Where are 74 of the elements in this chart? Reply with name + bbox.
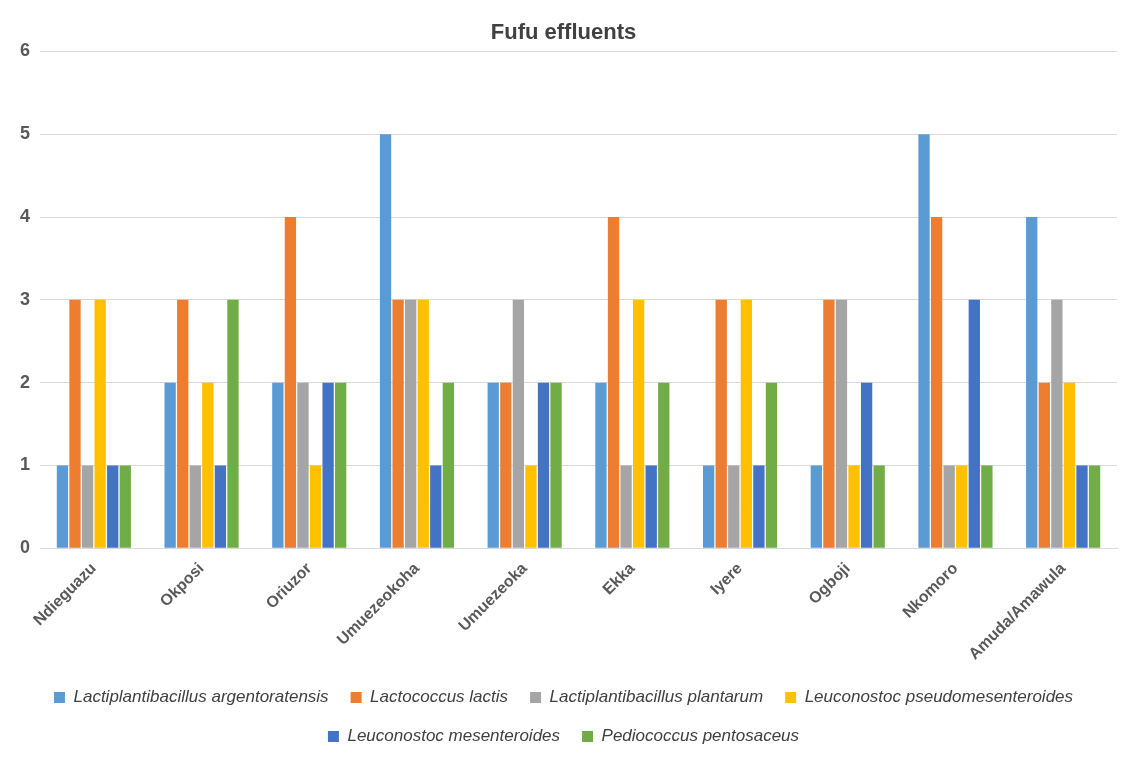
bar: [873, 465, 885, 548]
bar: [943, 465, 955, 548]
bar: [620, 465, 632, 548]
legend-label: Pediococcus pentosaceus: [601, 726, 800, 746]
legend-label: Lactococcus lactis: [370, 687, 509, 707]
bar: [227, 299, 239, 548]
bar: [537, 382, 550, 548]
bar: [860, 382, 873, 548]
chart-title: Fufu effluents: [490, 19, 637, 45]
bar: [119, 465, 131, 548]
bar: [848, 465, 860, 548]
legend-label: Lactiplantibacillus argentoratensis: [73, 687, 330, 707]
bar: [284, 217, 297, 548]
bar: [214, 465, 227, 548]
bar: [740, 299, 752, 548]
bar: [645, 465, 657, 548]
bar: [835, 299, 848, 548]
bar: [94, 299, 106, 548]
bar: [956, 465, 968, 548]
bar: [1076, 465, 1088, 548]
bar: [810, 465, 822, 548]
bar: [417, 299, 429, 548]
bar: [930, 217, 943, 548]
bar: [728, 465, 740, 548]
y-tick-label: 0: [20, 537, 31, 558]
bar: [1088, 465, 1101, 548]
bar: [1051, 299, 1063, 548]
bar: [56, 465, 69, 548]
bar: [512, 299, 525, 548]
bar: [107, 465, 119, 548]
y-tick-label: 3: [20, 288, 31, 309]
bar: [550, 382, 562, 548]
bar: [69, 299, 81, 548]
bar: [658, 382, 670, 548]
bar: [335, 382, 347, 548]
bar: [595, 382, 607, 548]
bar: [177, 299, 189, 548]
bar: [632, 299, 645, 548]
y-tick-label: 6: [20, 40, 31, 61]
bar: [487, 382, 499, 548]
bar: [272, 382, 284, 548]
bar: [81, 465, 94, 548]
legend-label: Lactiplantibacillus plantarum: [549, 687, 764, 707]
bar: [309, 465, 322, 548]
bar: [392, 299, 404, 548]
bar: [765, 382, 778, 548]
legend-label: Leuconostoc pseudomesenteroides: [804, 687, 1074, 707]
bar: [164, 382, 176, 548]
legend-label: Leuconostoc mesenteroides: [347, 726, 561, 746]
bar: [823, 299, 835, 548]
bar: [918, 134, 930, 548]
y-tick-label: 1: [20, 454, 31, 475]
bar: [500, 382, 512, 548]
bar: [405, 299, 417, 548]
bar: [981, 465, 993, 548]
bar: [607, 217, 620, 548]
bar: [322, 382, 334, 548]
bar: [525, 465, 537, 548]
bar: [1038, 382, 1050, 548]
bar: [968, 299, 980, 548]
bar: [753, 465, 765, 548]
y-tick-label: 2: [20, 371, 31, 392]
bar: [1026, 217, 1038, 548]
bar: [202, 382, 214, 548]
bar: [189, 465, 201, 548]
bar: [430, 465, 442, 548]
bar: [442, 382, 455, 548]
bar: [1063, 382, 1076, 548]
bar: [702, 465, 715, 548]
bar: [379, 134, 392, 548]
y-tick-label: 5: [20, 123, 31, 144]
y-tick-label: 4: [20, 205, 31, 226]
bar: [297, 382, 309, 548]
bar: [715, 299, 727, 548]
